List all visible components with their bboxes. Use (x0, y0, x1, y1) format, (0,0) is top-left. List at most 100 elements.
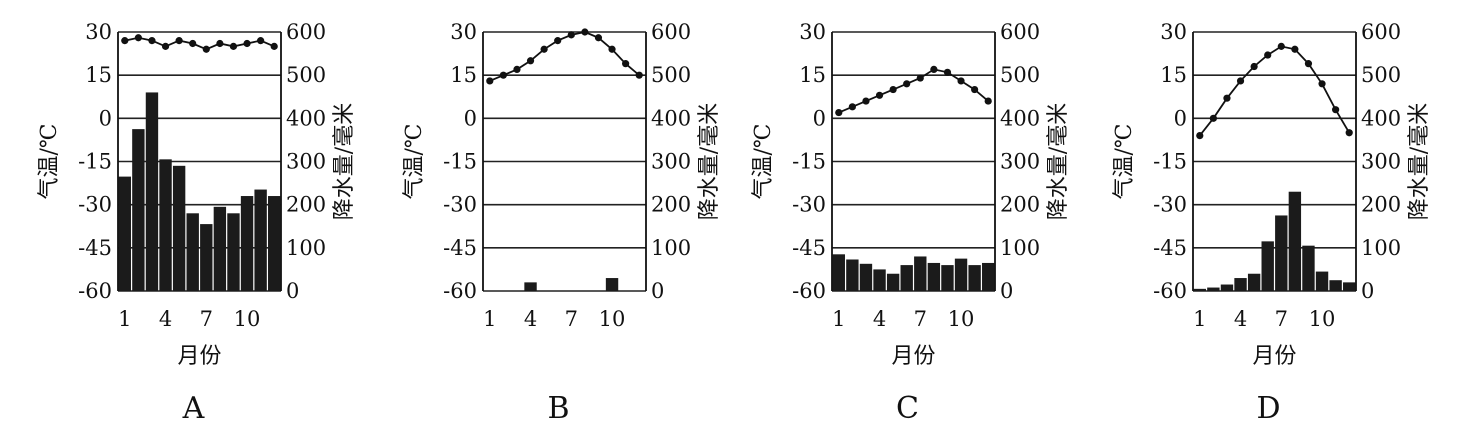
precip-tick-label: 0 (651, 279, 664, 303)
precip-bar-month-2 (846, 259, 859, 291)
precipitation-axis-label: 降水量/毫米 (1046, 103, 1071, 220)
temp-tick-label: 15 (85, 63, 112, 87)
temperature-point-month-8 (1291, 45, 1299, 53)
temperature-line (124, 36, 275, 51)
precip-bar-month-9 (1302, 245, 1315, 291)
temperature-point-month-12 (1345, 129, 1353, 137)
temperature-point-month-8 (581, 28, 589, 36)
precip-tick-label: 400 (651, 106, 691, 130)
precip-bar-month-8 (1288, 191, 1302, 291)
chart-panel-C: 30 15 0 -15 -30 -45 -60 600 500 400 300 200 100 0 1 4 7 1… (751, 20, 1071, 426)
temperature-point-month-5 (175, 37, 183, 45)
precip-bar-month-12 (268, 196, 281, 291)
temp-tick-label: 30 (799, 20, 826, 44)
temperature-axis-label: 气温/℃ (1112, 123, 1137, 199)
temp-tick-label: 0 (1174, 106, 1187, 130)
temp-tick-label: 30 (85, 20, 112, 44)
month-tick-label: 10 (234, 307, 261, 331)
precip-tick-label: 400 (286, 106, 326, 130)
month-tick-label: 1 (832, 307, 845, 331)
temp-tick-label: -30 (443, 193, 477, 217)
month-tick-label: 4 (159, 307, 172, 331)
precip-tick-label: 400 (1000, 106, 1040, 130)
month-tick-label: 7 (565, 307, 578, 331)
temperature-point-month-3 (148, 37, 156, 45)
precip-tick-label: 0 (1361, 279, 1374, 303)
temp-tick-label: -60 (792, 279, 826, 303)
temperature-axis-label: 气温/℃ (37, 123, 62, 199)
precip-bar-month-11 (968, 265, 981, 291)
temperature-point-month-4 (875, 91, 884, 99)
precip-bar-month-5 (172, 165, 186, 291)
temperature-point-month-2 (134, 34, 142, 42)
precip-bar-month-6 (1261, 241, 1274, 291)
temp-tick-label: -45 (443, 236, 477, 260)
precip-bar-month-9 (227, 213, 240, 291)
temperature-point-month-7 (916, 74, 924, 82)
month-axis-label: 月份 (177, 344, 221, 369)
temperature-point-month-5 (540, 45, 548, 53)
month-tick-label: 1 (1193, 307, 1206, 331)
temperature-point-month-11 (1332, 106, 1340, 114)
precip-tick-label: 0 (1000, 279, 1013, 303)
precip-tick-label: 400 (1361, 106, 1401, 130)
precip-bar-month-10 (240, 196, 254, 291)
precip-bar-month-2 (132, 129, 145, 291)
temperature-point-month-4 (161, 42, 170, 50)
precip-bar-month-4 (873, 269, 886, 291)
precip-bar-month-1 (1193, 288, 1206, 291)
month-tick-label: 7 (1275, 307, 1288, 331)
precip-bar-month-7 (914, 256, 927, 291)
precip-bar-month-6 (900, 265, 913, 291)
precip-tick-label: 600 (286, 20, 326, 44)
temp-tick-label: -60 (443, 279, 477, 303)
chart-panel-D: 30 15 0 -15 -30 -45 -60 600 500 400 300 200 100 0 1 4 7 1… (1112, 20, 1432, 426)
temperature-point-month-10 (957, 77, 965, 85)
temperature-point-month-9 (229, 42, 238, 50)
temp-tick-label: -30 (78, 193, 112, 217)
panel-label: B (547, 391, 569, 426)
precip-tick-label: 100 (1000, 236, 1040, 260)
temperature-point-month-5 (1250, 62, 1258, 71)
precip-bar-month-12 (1343, 282, 1356, 291)
precip-tick-label: 0 (286, 279, 299, 303)
chart-panel-B: 30 15 0 -15 -30 -45 -60 600 500 400 300 200 100 0 1 4 7 1… (402, 20, 722, 426)
precip-bar-month-8 (927, 262, 941, 291)
temp-tick-label: 15 (450, 63, 477, 87)
temp-tick-label: 30 (450, 20, 477, 44)
temperature-point-month-9 (594, 34, 603, 42)
precipitation-axis-label: 降水量/毫米 (1407, 103, 1432, 220)
month-tick-label: 10 (1309, 307, 1336, 331)
precip-tick-label: 300 (1000, 150, 1040, 174)
temperature-point-month-9 (943, 68, 952, 76)
temp-tick-label: -30 (1153, 193, 1187, 217)
precip-bar-month-4 (524, 282, 537, 291)
precip-tick-label: 500 (1000, 63, 1040, 87)
temperature-point-month-1 (121, 37, 129, 45)
precip-bar-month-7 (200, 224, 213, 291)
temp-tick-label: -15 (1153, 150, 1187, 174)
month-tick-label: 7 (914, 307, 927, 331)
precip-bar-month-3 (1220, 284, 1234, 291)
month-tick-label: 1 (118, 307, 131, 331)
temperature-point-month-11 (971, 85, 979, 94)
precip-tick-label: 300 (651, 150, 691, 174)
precip-bar-month-1 (832, 254, 845, 291)
temperature-point-month-3 (862, 97, 870, 105)
precip-bar-month-1 (118, 176, 131, 291)
temperature-point-month-9 (1304, 60, 1313, 68)
precip-bar-month-9 (941, 265, 954, 291)
temperature-point-month-11 (622, 60, 630, 68)
temperature-point-month-12 (270, 42, 278, 50)
temperature-axis-label: 气温/℃ (751, 123, 776, 199)
temp-tick-label: -15 (792, 150, 826, 174)
temperature-point-month-2 (848, 103, 856, 111)
precip-bar-month-10 (954, 258, 968, 291)
temperature-point-month-5 (889, 85, 897, 94)
precip-tick-label: 200 (651, 193, 691, 217)
temp-tick-label: 0 (99, 106, 112, 130)
temperature-point-month-4 (1236, 77, 1245, 85)
precip-tick-label: 500 (1361, 63, 1401, 87)
temp-tick-label: -45 (1153, 236, 1187, 260)
